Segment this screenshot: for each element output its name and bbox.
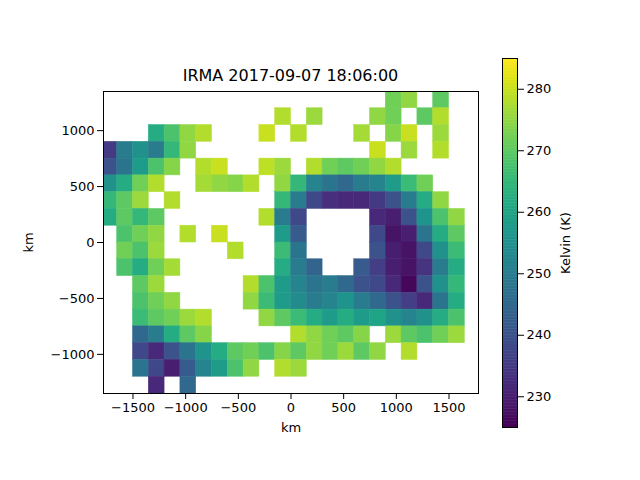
svg-text:500: 500: [70, 179, 95, 194]
svg-text:260: 260: [527, 204, 552, 219]
svg-text:0: 0: [287, 400, 295, 415]
svg-text:240: 240: [527, 327, 552, 342]
svg-text:−500: −500: [59, 291, 95, 306]
svg-text:−1500: −1500: [111, 400, 155, 415]
svg-text:230: 230: [527, 389, 552, 404]
svg-text:250: 250: [527, 266, 552, 281]
svg-text:280: 280: [527, 81, 552, 96]
svg-text:1000: 1000: [61, 123, 94, 138]
svg-text:km: km: [281, 420, 301, 435]
svg-text:500: 500: [331, 400, 356, 415]
svg-text:km: km: [21, 232, 36, 252]
html-text:IRMA 2017-09-07 18:06:00: IRMA 2017-09-07 18:06:00: [182, 66, 399, 85]
svg-text:0: 0: [86, 235, 94, 250]
svg-text:−1000: −1000: [164, 400, 208, 415]
svg-text:270: 270: [527, 143, 552, 158]
svg-text:Kelvin (K): Kelvin (K): [558, 212, 573, 274]
svg-text:−1000: −1000: [51, 347, 95, 362]
svg-text:−500: −500: [220, 400, 256, 415]
svg-text:1000: 1000: [380, 400, 413, 415]
svg-text:1500: 1500: [432, 400, 465, 415]
